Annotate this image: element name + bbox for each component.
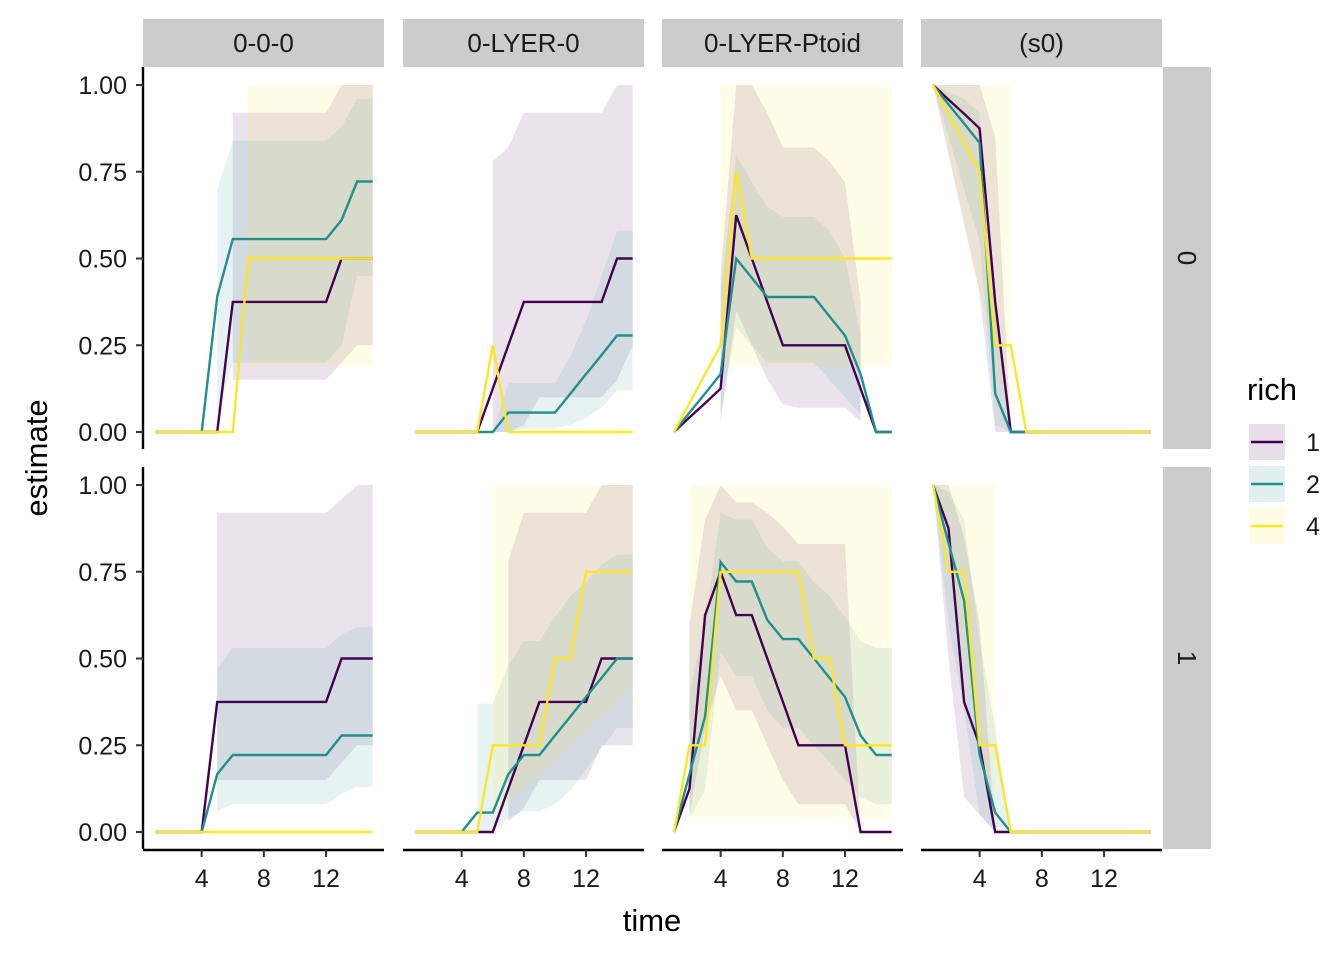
series-line-rich-4 bbox=[415, 345, 633, 434]
facet-strips: 0-0-0 0-LYER-0 0-LYER-Ptoid (s0) 0 1 bbox=[143, 19, 1211, 849]
ci-band-rich-1 bbox=[492, 85, 633, 432]
ci-band-rich-2 bbox=[217, 98, 373, 415]
y-tick-label: 0.75 bbox=[78, 159, 127, 187]
y-tick-label: 0.25 bbox=[78, 732, 127, 760]
ci-band-rich-1 bbox=[217, 485, 373, 780]
ci-band-rich-4 bbox=[720, 85, 892, 367]
panel-0-LYER-0-row-1 bbox=[415, 485, 633, 834]
y-tick-label: 0.00 bbox=[78, 819, 127, 847]
series-line-rich-4 bbox=[672, 171, 892, 433]
panel-(s0)-row-0 bbox=[931, 84, 1151, 434]
y-tick-label: 0.50 bbox=[78, 646, 127, 674]
column-strip bbox=[662, 19, 903, 67]
y-tick-label: 1.00 bbox=[78, 472, 127, 500]
panel-(s0)-row-1 bbox=[931, 484, 1151, 834]
x-tick-label: 12 bbox=[831, 865, 859, 893]
series-line-rich-4 bbox=[415, 570, 633, 834]
ci-band-rich-4 bbox=[689, 485, 892, 819]
series-line-rich-1 bbox=[673, 214, 892, 434]
ci-band-rich-2 bbox=[492, 230, 633, 432]
series-line-rich-2 bbox=[672, 558, 892, 833]
row-strip bbox=[1163, 67, 1211, 449]
column-strip-label: (s0) bbox=[1019, 28, 1064, 58]
x-tick-label: 8 bbox=[257, 865, 271, 893]
x-tick-label: 12 bbox=[572, 865, 600, 893]
series-line-rich-4 bbox=[931, 84, 1151, 434]
column-strip bbox=[921, 19, 1162, 67]
panel-0-LYER-0-row-0 bbox=[415, 85, 633, 434]
panel-0-0-0-row-1 bbox=[155, 485, 373, 834]
row-strip bbox=[1163, 467, 1211, 849]
panel-0-0-0-row-0 bbox=[155, 85, 373, 434]
ci-band-rich-1 bbox=[232, 85, 373, 380]
ci-band-rich-4 bbox=[933, 85, 1011, 432]
ci-band-rich-4 bbox=[248, 85, 373, 367]
y-tick-label: 0.00 bbox=[78, 419, 127, 447]
panels bbox=[155, 84, 1151, 834]
ci-band-rich-2 bbox=[477, 554, 633, 832]
series-line-rich-4 bbox=[155, 257, 373, 434]
series-line-rich-1 bbox=[672, 568, 892, 834]
x-tick-label: 4 bbox=[714, 865, 728, 893]
legend-label: 2 bbox=[1306, 471, 1320, 499]
row-strip-label: 0 bbox=[1172, 251, 1202, 265]
column-strip-label: 0-LYER-0 bbox=[467, 28, 579, 58]
x-tick-label: 8 bbox=[776, 865, 790, 893]
column-strip bbox=[143, 19, 384, 67]
x-tick-label: 12 bbox=[1090, 865, 1118, 893]
series-line-rich-2 bbox=[673, 255, 892, 434]
x-tick-label: 4 bbox=[973, 865, 987, 893]
ci-band-rich-2 bbox=[217, 627, 373, 812]
column-strip-label: 0-LYER-Ptoid bbox=[704, 28, 861, 58]
x-tick-label: 4 bbox=[195, 865, 209, 893]
x-tick-label: 4 bbox=[455, 865, 469, 893]
legend-label: 4 bbox=[1306, 513, 1320, 541]
x-tick-label: 12 bbox=[312, 865, 340, 893]
panel-0-LYER-Ptoid-row-0 bbox=[672, 85, 892, 434]
ci-band-rich-2 bbox=[689, 512, 892, 819]
legend-label: 1 bbox=[1306, 429, 1320, 457]
legend-title: rich bbox=[1247, 372, 1297, 407]
ci-band-rich-1 bbox=[720, 85, 861, 422]
row-strip-label: 1 bbox=[1172, 651, 1202, 665]
legend: rich 1 2 4 bbox=[1247, 372, 1320, 544]
column-strip bbox=[403, 19, 644, 67]
panel-0-LYER-Ptoid-row-1 bbox=[672, 485, 892, 834]
y-tick-label: 0.50 bbox=[78, 246, 127, 274]
y-tick-label: 0.25 bbox=[78, 332, 127, 360]
column-strip-label: 0-0-0 bbox=[233, 28, 294, 58]
x-tick-label: 8 bbox=[517, 865, 531, 893]
series-line-rich-4 bbox=[672, 570, 892, 833]
x-tick-label: 8 bbox=[1035, 865, 1049, 893]
y-tick-label: 0.75 bbox=[78, 559, 127, 587]
axes: 0.00 0.25 0.50 0.75 1.00 0.00 0.25 0.50 0.75 1.00… bbox=[78, 67, 1162, 893]
y-tick-label: 1.00 bbox=[78, 72, 127, 100]
x-axis-title: time bbox=[623, 903, 682, 938]
ci-band-rich-2 bbox=[720, 154, 861, 415]
y-axis-title: estimate bbox=[19, 399, 54, 516]
series-line-rich-4 bbox=[931, 484, 1151, 834]
